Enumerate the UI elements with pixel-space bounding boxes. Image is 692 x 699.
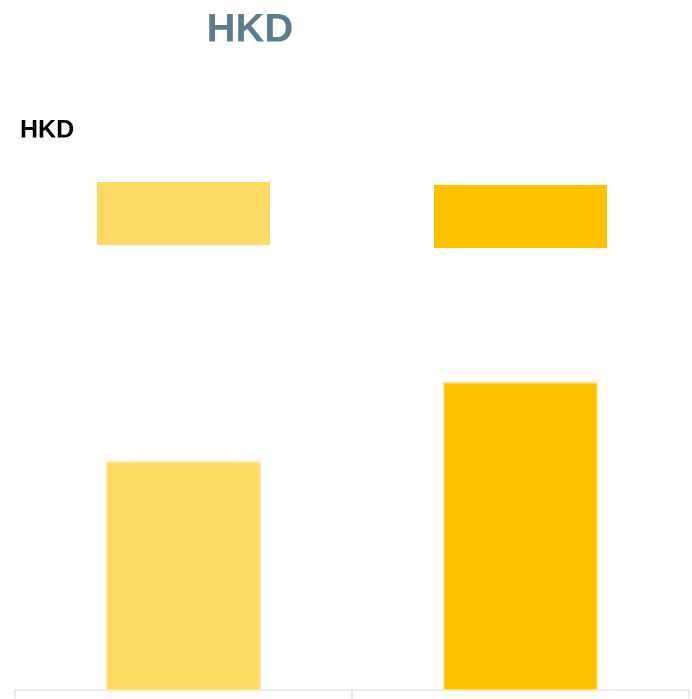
chart-title: HKD [207, 7, 294, 51]
legend-swatch [97, 182, 270, 245]
bar [442, 381, 599, 691]
bar [105, 461, 262, 691]
y-axis-label: HKD [20, 116, 74, 144]
legend-swatch [434, 185, 607, 248]
